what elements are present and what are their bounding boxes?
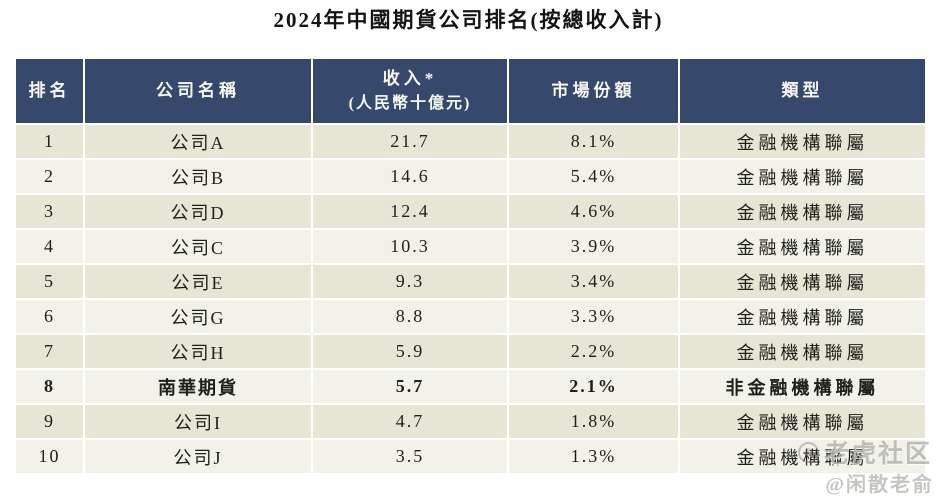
ranking-table: 排名 公司名稱 收入* (人民幣十億元) 市場份額 類型 1 公司A 21.7 8.1% 金融機構… xyxy=(14,57,927,475)
revenue-cell: 9.3 xyxy=(311,263,509,300)
type-cell: 金融機構聯屬 xyxy=(678,333,927,370)
table-row: 5 公司E 9.3 3.4% 金融機構聯屬 xyxy=(14,263,927,300)
company-cell: 公司B xyxy=(83,158,313,195)
table-row: 4 公司C 10.3 3.9% 金融機構聯屬 xyxy=(14,228,927,265)
table-row: 6 公司G 8.8 3.3% 金融機構聯屬 xyxy=(14,298,927,335)
rank-cell: 10 xyxy=(14,438,85,475)
revenue-cell: 5.9 xyxy=(311,333,509,370)
table-row: 3 公司D 12.4 4.6% 金融機構聯屬 xyxy=(14,193,927,230)
rank-cell: 4 xyxy=(14,228,85,265)
share-cell: 2.1% xyxy=(507,368,680,405)
table-row: 9 公司I 4.7 1.8% 金融機構聯屬 xyxy=(14,403,927,440)
revenue-cell: 10.3 xyxy=(311,228,509,265)
column-header: 類型 xyxy=(678,57,927,125)
company-cell: 公司H xyxy=(83,333,313,370)
type-cell: 金融機構聯屬 xyxy=(678,123,927,160)
column-header: 市場份額 xyxy=(507,57,680,125)
table-body: 1 公司A 21.7 8.1% 金融機構聯屬 2 公司B 14.6 5.4% 金融機構聯屬 3 公司D… xyxy=(14,123,927,475)
type-cell: 金融機構聯屬 xyxy=(678,193,927,230)
company-cell: 南華期貨 xyxy=(83,368,313,405)
share-cell: 1.8% xyxy=(507,403,680,440)
rank-cell: 5 xyxy=(14,263,85,300)
company-cell: 公司I xyxy=(83,403,313,440)
revenue-cell: 5.7 xyxy=(311,368,509,405)
revenue-cell: 14.6 xyxy=(311,158,509,195)
table-header-row: 排名 公司名稱 收入* (人民幣十億元) 市場份額 類型 xyxy=(14,57,927,125)
page-title: 2024年中國期貨公司排名(按總收入計) xyxy=(273,8,664,32)
table-row: 2 公司B 14.6 5.4% 金融機構聯屬 xyxy=(14,158,927,195)
table-row: 1 公司A 21.7 8.1% 金融機構聯屬 xyxy=(14,123,927,160)
rank-cell: 1 xyxy=(14,123,85,160)
table-row: 10 公司J 3.5 1.3% 金融機構聯屬 xyxy=(14,438,927,475)
type-cell: 金融機構聯屬 xyxy=(678,158,927,195)
share-cell: 3.3% xyxy=(507,298,680,335)
type-cell: 金融機構聯屬 xyxy=(678,263,927,300)
column-header: 排名 xyxy=(14,57,85,125)
rank-cell: 2 xyxy=(14,158,85,195)
revenue-cell: 12.4 xyxy=(311,193,509,230)
type-cell: 金融機構聯屬 xyxy=(678,403,927,440)
share-cell: 1.3% xyxy=(507,438,680,475)
revenue-cell: 3.5 xyxy=(311,438,509,475)
type-cell: 金融機構聯屬 xyxy=(678,438,927,475)
rank-cell: 3 xyxy=(14,193,85,230)
company-cell: 公司D xyxy=(83,193,313,230)
column-header: 公司名稱 xyxy=(83,57,313,125)
company-cell: 公司C xyxy=(83,228,313,265)
share-cell: 5.4% xyxy=(507,158,680,195)
share-cell: 3.4% xyxy=(507,263,680,300)
revenue-cell: 21.7 xyxy=(311,123,509,160)
rank-cell: 8 xyxy=(14,368,85,405)
type-cell: 金融機構聯屬 xyxy=(678,228,927,265)
table-row: 8 南華期貨 5.7 2.1% 非金融機構聯屬 xyxy=(14,368,927,405)
share-cell: 3.9% xyxy=(507,228,680,265)
table-header: 排名 公司名稱 收入* (人民幣十億元) 市場份額 類型 xyxy=(14,57,927,125)
table-row: 7 公司H 5.9 2.2% 金融機構聯屬 xyxy=(14,333,927,370)
type-cell: 非金融機構聯屬 xyxy=(678,368,927,405)
company-cell: 公司A xyxy=(83,123,313,160)
share-cell: 2.2% xyxy=(507,333,680,370)
company-cell: 公司G xyxy=(83,298,313,335)
revenue-cell: 4.7 xyxy=(311,403,509,440)
share-cell: 8.1% xyxy=(507,123,680,160)
revenue-cell: 8.8 xyxy=(311,298,509,335)
type-cell: 金融機構聯屬 xyxy=(678,298,927,335)
company-cell: 公司E xyxy=(83,263,313,300)
column-header: 收入* (人民幣十億元) xyxy=(311,57,509,125)
rank-cell: 7 xyxy=(14,333,85,370)
rank-cell: 9 xyxy=(14,403,85,440)
share-cell: 4.6% xyxy=(507,193,680,230)
company-cell: 公司J xyxy=(83,438,313,475)
rank-cell: 6 xyxy=(14,298,85,335)
